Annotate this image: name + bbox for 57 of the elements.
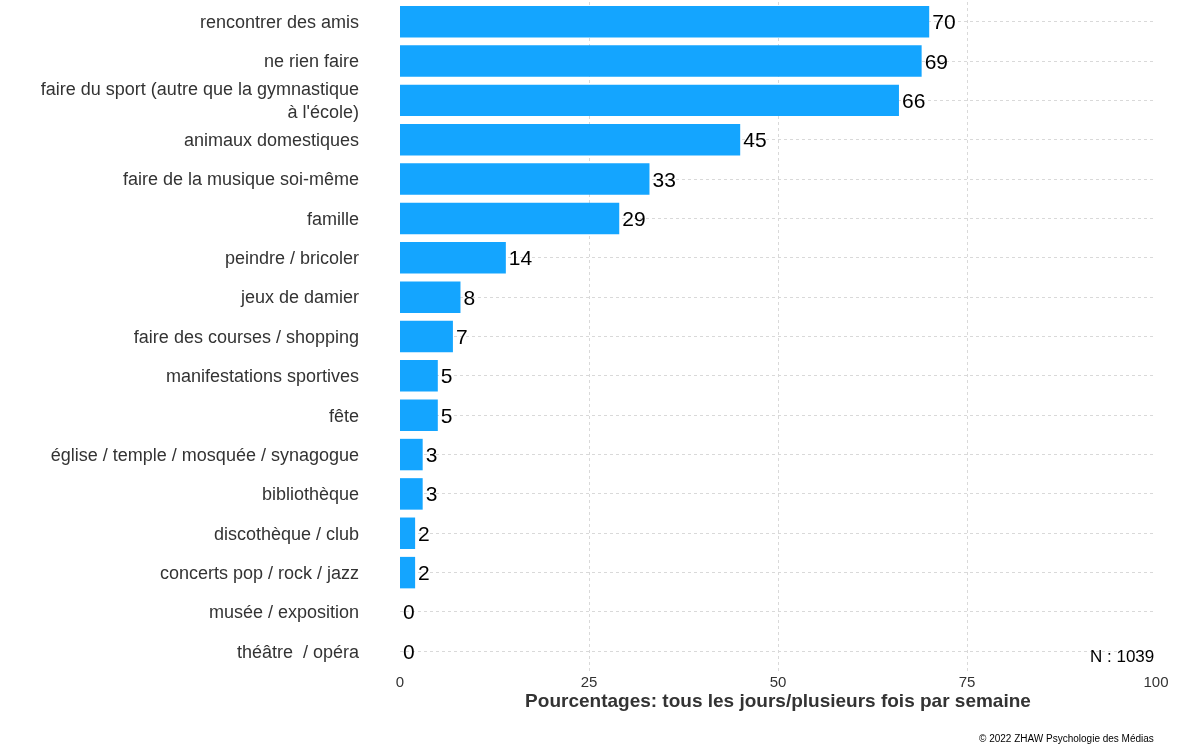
bar [400, 281, 461, 313]
y-tick-label: faire de la musique soi-même [122, 169, 359, 190]
data-label: 70 [932, 10, 956, 34]
text: © 2022 ZHAW Psychologie des Médias [979, 733, 1154, 744]
bar [400, 517, 416, 550]
y-tick-label: concerts pop / rock / jazz [159, 562, 359, 583]
x-tick-label: 25 [580, 673, 598, 690]
data-label: 5 [440, 364, 453, 388]
y-tick-label: peindre / bricoler [224, 248, 359, 269]
x-axis-title: Pourcentages: tous les jours/plusieurs fois par semaine [525, 690, 1031, 711]
bar [400, 84, 899, 117]
bar [400, 5, 930, 38]
data-label: 7 [455, 325, 468, 348]
data-label: 2 [418, 521, 430, 545]
data-label: 14 [508, 246, 533, 270]
y-tick-label: bibliothèque [261, 484, 359, 505]
data-label: 0 [403, 639, 415, 663]
data-label: 29 [622, 206, 646, 230]
data-label: 33 [652, 167, 676, 191]
x-tick-label: 100 [1143, 673, 1169, 690]
bar [400, 123, 741, 156]
y-tick-label: théâtre / opéra [236, 641, 360, 662]
data-label: 3 [425, 443, 438, 467]
data-label: 8 [463, 285, 476, 309]
bar [400, 556, 416, 589]
bar [400, 202, 620, 235]
bar [400, 478, 423, 510]
bar [400, 399, 438, 431]
bar [400, 360, 438, 392]
y-tick-label: manifestations sportives [165, 366, 359, 387]
data-label: 2 [418, 561, 430, 585]
y-tick-label: jeux de damier [239, 287, 359, 308]
y-tick-label: fête [328, 405, 359, 426]
y-tick-label: faire des courses / shopping [133, 326, 359, 347]
data-label: 45 [743, 128, 767, 152]
data-label: 3 [425, 482, 438, 506]
y-tick-label: musée / exposition [208, 602, 359, 623]
x-tick-label: 50 [769, 673, 787, 690]
bar [400, 438, 423, 471]
data-label: 69 [924, 49, 948, 73]
bar [400, 320, 453, 353]
y-tick-label: discothèque / club [213, 523, 359, 544]
y-tick-label: église / temple / mosquée / synagogue [50, 444, 359, 465]
data-label: 0 [403, 600, 415, 624]
y-tick-label: rencontrer des amis [199, 11, 359, 32]
y-tick-label: faire du sport (autre que la gymnastique à l'école) [40, 78, 359, 123]
y-tick-label: famille [306, 208, 359, 229]
bar [400, 242, 506, 274]
y-tick-label: ne rien faire [263, 51, 359, 72]
data-label: 66 [901, 88, 926, 112]
bar [400, 163, 650, 195]
bar [400, 45, 922, 77]
data-label: 5 [440, 403, 453, 427]
y-tick-label: animaux domestiques [183, 130, 359, 151]
x-tick-label: 0 [395, 673, 405, 690]
x-tick-label: 75 [958, 673, 976, 690]
annotation: N : 1039 [1090, 647, 1155, 666]
